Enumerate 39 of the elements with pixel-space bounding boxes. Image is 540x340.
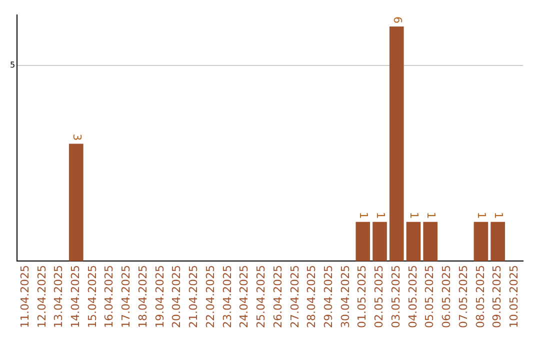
x-tick-label: 06.05.2025 <box>440 265 454 328</box>
x-tick-label: 10.05.2025 <box>508 265 521 328</box>
x-tick-label: 24.04.2025 <box>238 265 251 328</box>
data-label: 1 <box>475 212 488 219</box>
data-label: 1 <box>492 212 505 219</box>
data-label: 1 <box>424 212 438 219</box>
x-tick-label: 19.04.2025 <box>153 265 166 328</box>
x-tick-label: 13.04.2025 <box>52 265 66 328</box>
x-tick-label: 17.04.2025 <box>120 265 133 328</box>
x-tick-label: 09.05.2025 <box>490 265 504 328</box>
x-tick-label: 16.04.2025 <box>102 265 116 328</box>
x-tick-label: 22.04.2025 <box>204 265 217 328</box>
x-tick-label: 05.05.2025 <box>423 265 436 328</box>
x-tick-label: 26.04.2025 <box>271 265 284 328</box>
x-tick-label: 23.04.2025 <box>220 265 234 328</box>
y-tick-label: 5 <box>10 60 16 70</box>
x-tick-label: 02.05.2025 <box>372 265 386 328</box>
x-tick-label: 12.04.2025 <box>35 265 48 328</box>
x-tick-label: 04.05.2025 <box>406 265 420 328</box>
data-label: 3 <box>70 134 84 141</box>
x-tick-label: 01.05.2025 <box>356 265 369 328</box>
data-label: 1 <box>374 212 387 219</box>
x-tick-label: 18.04.2025 <box>136 265 150 328</box>
x-tick-label: 14.04.2025 <box>68 265 82 328</box>
x-tick-label: 27.04.2025 <box>288 265 302 328</box>
x-tick-label: 11.04.2025 <box>18 265 32 328</box>
x-tick-label: 20.04.2025 <box>170 265 184 328</box>
x-tick-label: 07.05.2025 <box>456 265 470 328</box>
x-tick-label: 03.05.2025 <box>389 265 402 328</box>
data-label: 1 <box>408 212 421 219</box>
x-tick-label: 15.04.2025 <box>86 265 99 328</box>
data-label: 1 <box>357 212 370 219</box>
x-tick-label: 30.04.2025 <box>338 265 352 328</box>
x-tick-label: 25.04.2025 <box>254 265 268 328</box>
x-tick-label: 21.04.2025 <box>187 265 200 328</box>
x-tick-label: 08.05.2025 <box>474 265 487 328</box>
x-tick-label: 28.04.2025 <box>305 265 318 328</box>
x-tick-label: 29.04.2025 <box>322 265 336 328</box>
data-label: 6 <box>390 16 404 24</box>
